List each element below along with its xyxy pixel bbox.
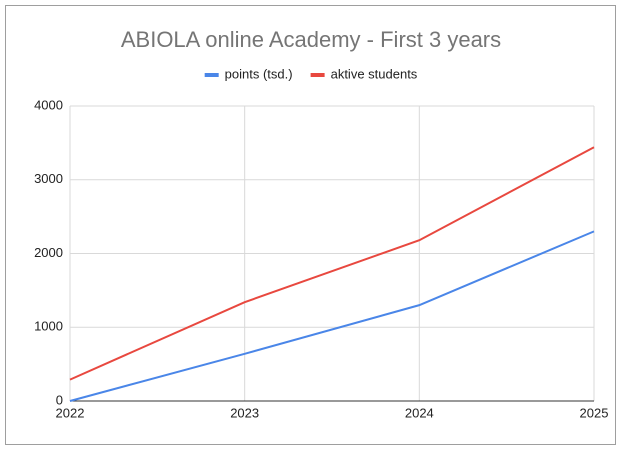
x-tick-label: 2023: [230, 405, 259, 420]
y-tick-label: 1000: [34, 319, 63, 334]
x-tick-label: 2025: [580, 405, 609, 420]
series-line: [69, 146, 595, 381]
y-tick-label: 3000: [34, 171, 63, 186]
series-line: [69, 230, 595, 402]
legend-swatch: [204, 73, 219, 77]
x-tick-label: 2024: [405, 405, 434, 420]
chart-title: ABIOLA online Academy - First 3 years: [121, 27, 501, 52]
legend-label: aktive students: [331, 66, 418, 81]
legend-swatch: [310, 73, 325, 77]
y-tick-label: 2000: [34, 245, 63, 260]
y-tick-label: 0: [56, 392, 63, 407]
x-tick-label: 2022: [56, 405, 85, 420]
y-tick-label: 4000: [34, 97, 63, 112]
legend-label: points (tsd.): [225, 66, 293, 81]
chart-frame: [5, 5, 616, 445]
